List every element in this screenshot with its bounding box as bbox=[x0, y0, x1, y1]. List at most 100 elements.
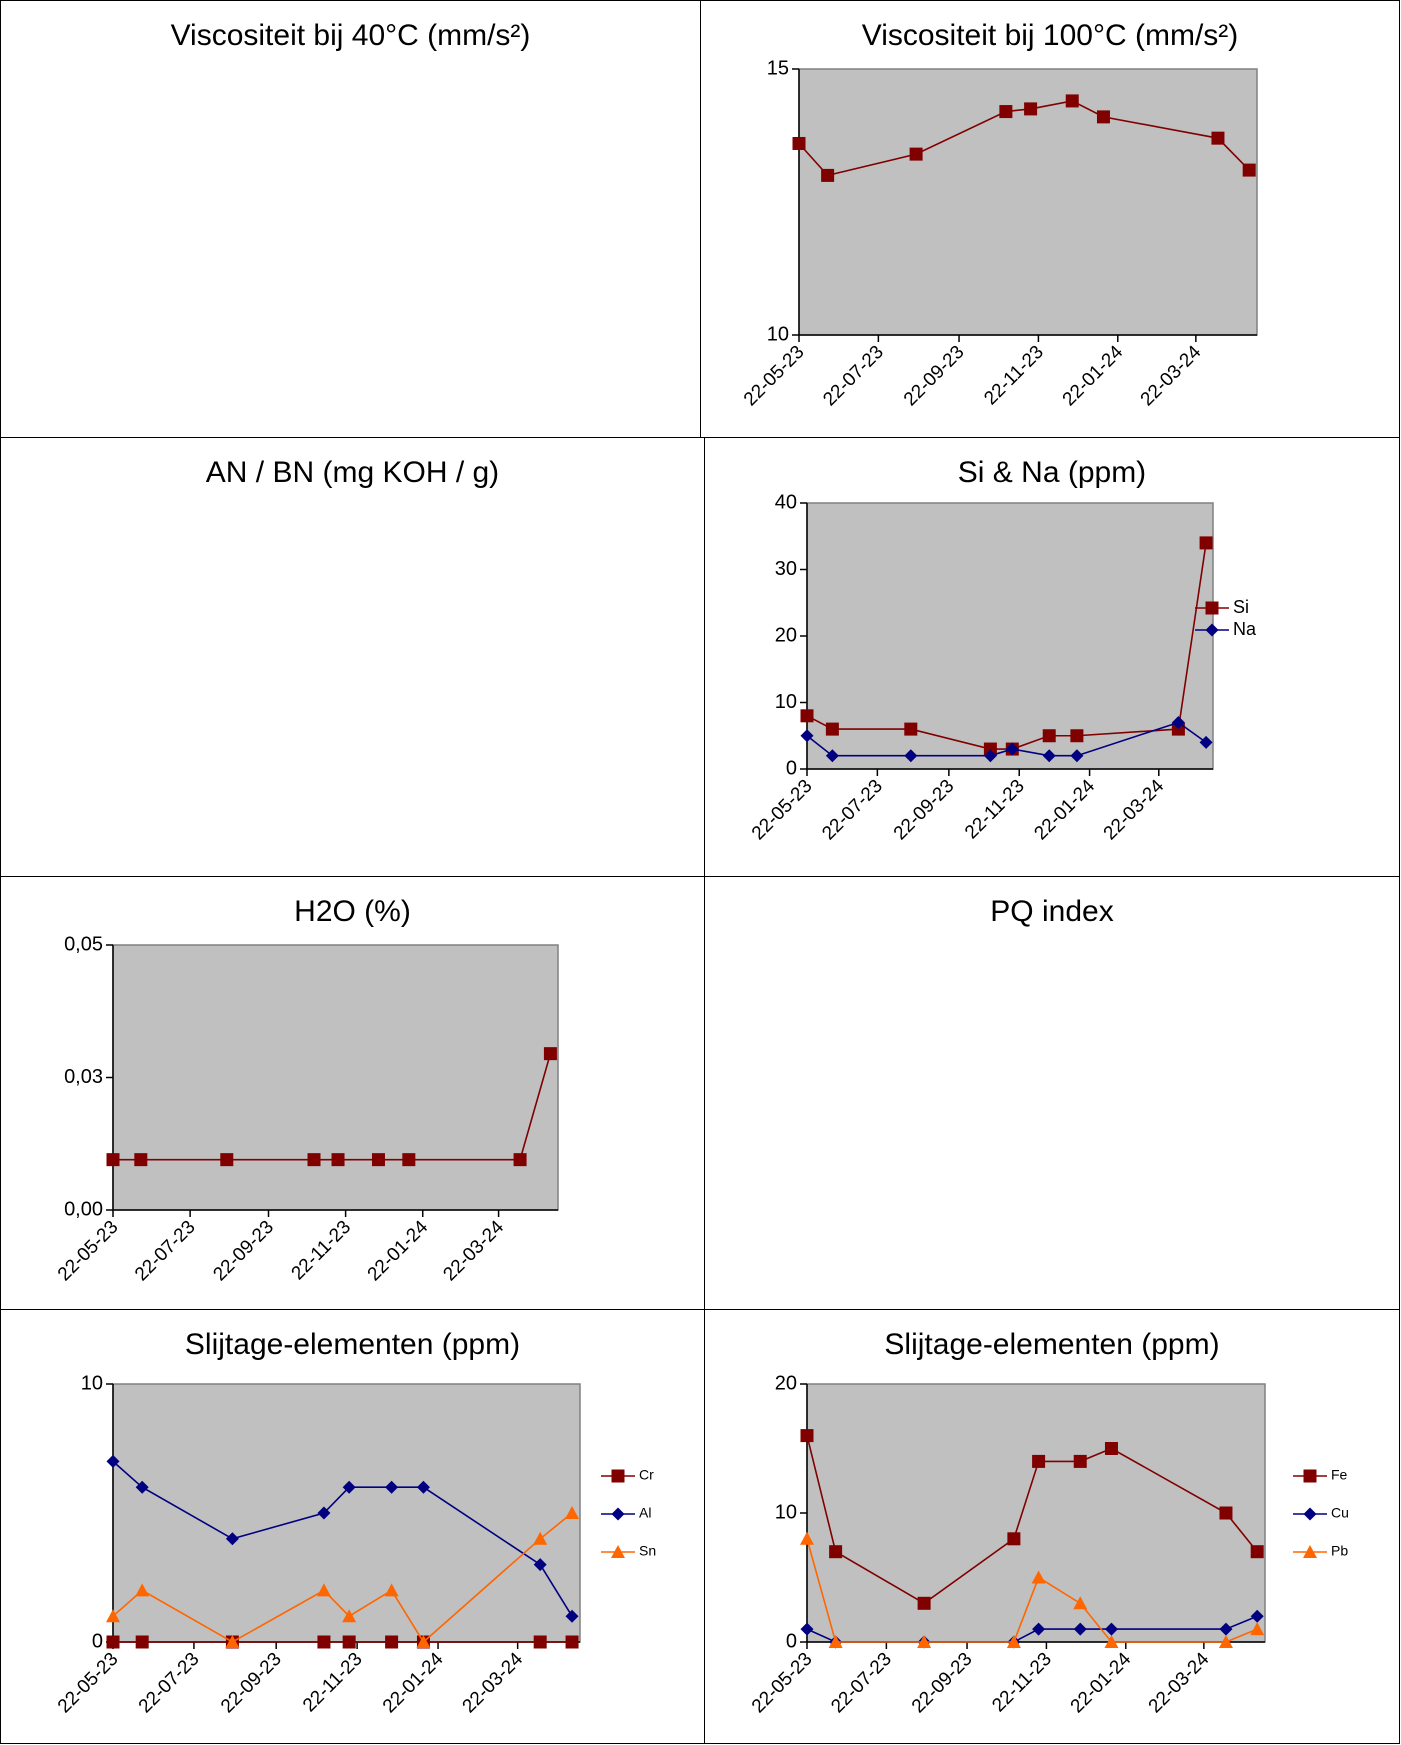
legend-marker bbox=[611, 1507, 625, 1521]
legend-label: Al bbox=[639, 1505, 651, 1521]
x-tick-label: 22-05-23 bbox=[748, 1649, 817, 1718]
data-point bbox=[225, 1635, 240, 1648]
y-tick-label: 20 bbox=[775, 1372, 797, 1394]
legend-marker bbox=[611, 1545, 625, 1558]
data-point bbox=[1104, 1442, 1118, 1455]
data-point bbox=[543, 1047, 557, 1061]
data-point bbox=[1104, 1635, 1119, 1648]
plot-area bbox=[806, 1383, 1266, 1643]
data-point bbox=[800, 1429, 814, 1443]
x-tick-label: 22-09-23 bbox=[908, 1649, 977, 1718]
data-point bbox=[331, 1153, 345, 1167]
legend-marker bbox=[1205, 623, 1219, 637]
legend-marker bbox=[1205, 601, 1219, 615]
x-tick-label: 22-11-23 bbox=[961, 776, 1029, 844]
data-point bbox=[1104, 1622, 1118, 1636]
y-tick-label: 0,00 bbox=[64, 1198, 103, 1220]
data-point bbox=[533, 1635, 547, 1649]
legend-marker bbox=[611, 1469, 625, 1483]
legend-entry: Cr bbox=[601, 1467, 654, 1483]
data-point bbox=[134, 1153, 148, 1167]
data-point bbox=[1070, 749, 1084, 763]
data-point bbox=[829, 1545, 843, 1559]
series-cr bbox=[106, 1635, 579, 1649]
x-tick-label: 22-09-23 bbox=[890, 776, 959, 845]
series-al bbox=[106, 1454, 579, 1623]
data-point bbox=[565, 1635, 579, 1649]
data-point bbox=[1073, 1622, 1087, 1636]
legend-label: Si bbox=[1233, 597, 1249, 617]
data-point bbox=[565, 1609, 579, 1623]
chart-panel-sina: Si & Na (ppm) 0 10 20 30 40 22-05-23 22-07-23 2… bbox=[704, 437, 1400, 877]
x-tick-label: 22-07-23 bbox=[131, 1217, 200, 1286]
data-point bbox=[533, 1531, 548, 1545]
y-tick-label: 0 bbox=[786, 1630, 797, 1652]
data-point bbox=[904, 749, 918, 763]
data-point bbox=[1199, 735, 1213, 749]
x-tick-label: 22-11-23 bbox=[299, 1649, 367, 1717]
data-point bbox=[792, 136, 806, 150]
data-point bbox=[342, 1635, 356, 1649]
plot-area bbox=[112, 944, 559, 1211]
data-point bbox=[825, 722, 839, 736]
data-point bbox=[1242, 163, 1256, 177]
data-point bbox=[402, 1153, 416, 1167]
data-point bbox=[342, 1480, 356, 1494]
data-point bbox=[384, 1583, 399, 1597]
x-tick-label: 22-03-24 bbox=[459, 1648, 528, 1717]
data-point bbox=[385, 1635, 399, 1649]
chart-title: Viscositeit bij 100°C (mm/s²) bbox=[861, 19, 1239, 52]
y-tick-label: 15 bbox=[767, 57, 789, 79]
x-tick-label: 22-01-24 bbox=[1059, 341, 1128, 410]
data-point bbox=[1096, 110, 1110, 124]
chart-panel-h2o: H2O (%) 0,00 0,03 0,05 22-05-23 22-07-23 22-0… bbox=[0, 876, 705, 1310]
data-point bbox=[135, 1635, 149, 1649]
x-tick-label: 22-11-23 bbox=[288, 1217, 356, 1285]
data-point bbox=[565, 1506, 580, 1519]
y-tick-label: 0,05 bbox=[64, 933, 103, 955]
x-tick-label: 22-09-23 bbox=[900, 342, 969, 411]
data-point bbox=[385, 1480, 399, 1494]
data-point bbox=[828, 1635, 843, 1648]
data-point bbox=[983, 742, 997, 756]
data-point bbox=[1211, 131, 1225, 145]
data-point bbox=[533, 1558, 547, 1572]
legend-entry: Sn bbox=[601, 1543, 656, 1559]
chart-title: H2O (%) bbox=[294, 895, 411, 928]
x-tick-label: 22-03-24 bbox=[1137, 341, 1206, 410]
data-point bbox=[135, 1583, 150, 1597]
chart-panel-wear2: Slijtage-elementen (ppm) 0 10 20 22-05-23 22… bbox=[704, 1309, 1400, 1744]
series-fe bbox=[800, 1429, 1264, 1610]
legend-entry: Al bbox=[601, 1505, 651, 1521]
series-0 bbox=[792, 94, 1256, 182]
legend-label: Sn bbox=[639, 1543, 656, 1559]
data-point bbox=[225, 1532, 239, 1546]
series-0 bbox=[106, 1047, 557, 1167]
chart-panel-pq: PQ index bbox=[704, 876, 1400, 1310]
y-tick-label: 10 bbox=[81, 1372, 103, 1394]
data-point bbox=[1250, 1545, 1264, 1559]
y-tick-label: 40 bbox=[775, 491, 797, 513]
plot-area bbox=[806, 502, 1214, 770]
series-sn bbox=[106, 1506, 580, 1648]
data-point bbox=[513, 1153, 527, 1167]
chart-panel-wear1: Slijtage-elementen (ppm) 0 10 22-05-23 22-0… bbox=[0, 1309, 705, 1744]
x-tick-label: 22-11-23 bbox=[980, 342, 1048, 410]
data-point bbox=[999, 105, 1013, 119]
x-tick-label: 22-09-23 bbox=[209, 1217, 278, 1286]
plot-area bbox=[112, 1383, 581, 1643]
data-point bbox=[1007, 1532, 1021, 1546]
series-na bbox=[800, 715, 1213, 763]
data-point bbox=[317, 1635, 331, 1649]
data-point bbox=[1073, 1596, 1088, 1610]
data-point bbox=[1031, 1570, 1046, 1584]
legend-entry: Cu bbox=[1293, 1505, 1349, 1521]
x-tick-label: 22-05-23 bbox=[54, 1649, 123, 1718]
x-tick-label: 22-01-24 bbox=[1030, 775, 1099, 844]
x-tick-label: 22-03-24 bbox=[439, 1216, 508, 1285]
legend-label: Pb bbox=[1331, 1543, 1348, 1559]
data-point bbox=[983, 749, 997, 763]
data-point bbox=[371, 1153, 385, 1167]
